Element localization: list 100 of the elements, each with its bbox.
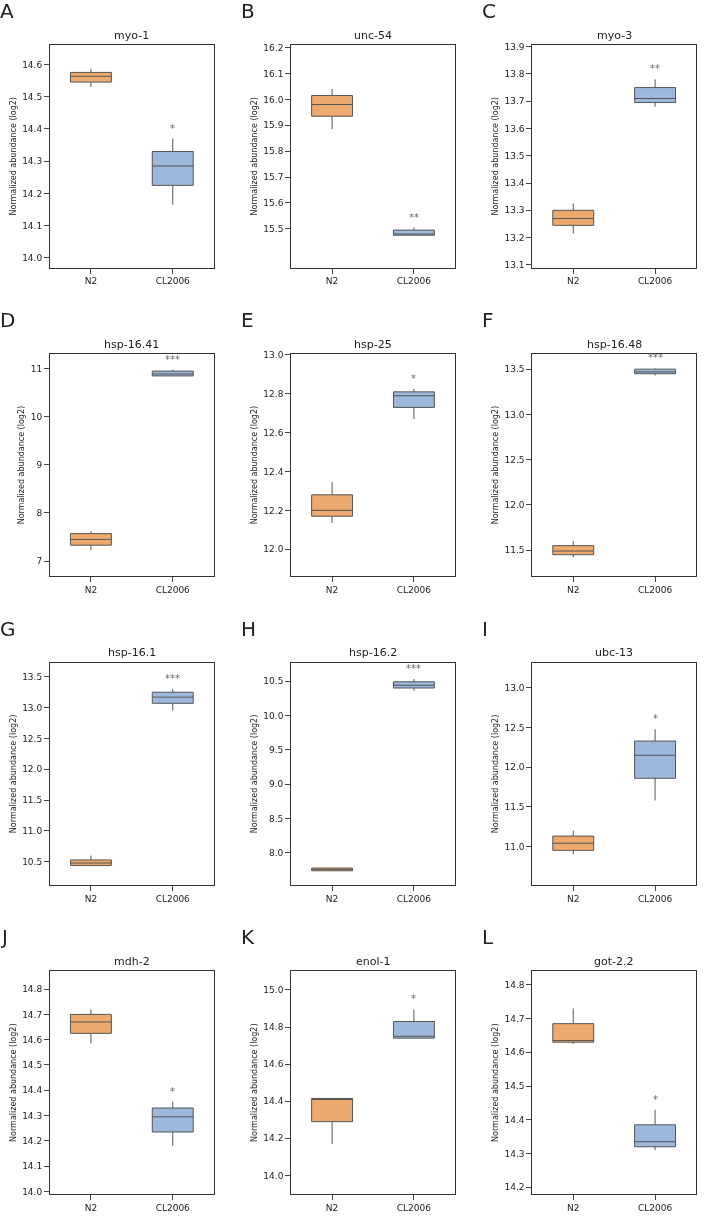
- y-tick-label: 13.2: [504, 232, 525, 243]
- text: D: [0, 308, 16, 332]
- y-axis-title: Normalized abundance (log2): [17, 405, 27, 525]
- x-tick-label: CL2006: [396, 894, 432, 905]
- chart-title: myo-3: [597, 29, 633, 42]
- chart-title: hsp-16.41: [104, 338, 160, 351]
- y-tick-label: 12.5: [504, 454, 525, 465]
- x-tick-label: CL2006: [637, 585, 673, 596]
- chart-title: myo-1: [114, 29, 150, 42]
- y-tick-label: 14.2: [263, 1133, 284, 1144]
- y-tick-label: 14.0: [22, 1186, 43, 1197]
- x-tick-label: CL2006: [637, 276, 673, 287]
- annotation: ***: [165, 673, 180, 684]
- y-tick-label: 11.5: [504, 545, 525, 556]
- y-tick-label: 13.4: [504, 178, 525, 189]
- y-axis-title: Normalized abundance (log2): [8, 714, 18, 834]
- annotation: ***: [406, 663, 421, 674]
- y-axis-title: Normalized abundance (log2): [8, 97, 18, 216]
- annotation: *: [170, 123, 175, 134]
- chart-title: mdh-2: [114, 955, 150, 968]
- y-tick-label: 14.3: [22, 1110, 43, 1121]
- y-tick-label: 14.8: [263, 1022, 284, 1033]
- y-tick-label: 14.8: [504, 980, 525, 991]
- y-tick-label: 12.0: [22, 764, 43, 775]
- text: L: [482, 925, 494, 949]
- text: H: [241, 617, 257, 641]
- y-tick-label: 12.5: [22, 733, 43, 744]
- y-tick-label: 13.1: [504, 260, 525, 271]
- x-tick-label: CL2006: [396, 585, 432, 596]
- text: J: [0, 925, 8, 949]
- x-tick-label: N2: [325, 1202, 339, 1213]
- y-axis-title: Normalized abundance (log2): [491, 714, 501, 834]
- y-tick-label: 14.3: [22, 156, 43, 167]
- chart-title: ubc-13: [595, 646, 633, 659]
- y-tick-label: 14.6: [504, 1047, 525, 1058]
- y-tick-label: 13.5: [504, 364, 525, 375]
- annotation: **: [409, 212, 419, 223]
- y-tick-label: 13.6: [504, 123, 525, 134]
- x-tick-label: N2: [567, 585, 580, 596]
- y-tick-label: 10.5: [263, 676, 284, 687]
- y-axis-title: Normalized abundance (log2): [250, 1023, 260, 1142]
- y-tick-label: 11.5: [22, 795, 43, 806]
- text: A: [0, 0, 14, 23]
- x-tick-label: CL2006: [155, 894, 191, 905]
- y-tick-label: 14.2: [22, 188, 43, 199]
- y-tick-label: 14.6: [22, 1034, 43, 1045]
- x-tick-label: CL2006: [155, 585, 191, 596]
- y-axis-title: Normalized abundance (log2): [491, 405, 501, 525]
- annotation: *: [411, 373, 416, 384]
- y-tick-label: 8.0: [269, 848, 284, 859]
- y-tick-label: 9: [36, 460, 43, 471]
- y-tick-label: 16.2: [263, 42, 284, 53]
- chart-title: got-2.2: [594, 955, 634, 968]
- chart-title: unc-54: [354, 29, 392, 42]
- annotation: *: [170, 1086, 175, 1097]
- y-axis-title: Normalized abundance (log2): [8, 1023, 18, 1142]
- y-tick-label: 12.5: [504, 722, 525, 733]
- annotation: *: [653, 713, 658, 724]
- y-tick-label: 13.5: [504, 150, 525, 161]
- y-tick-label: 12.4: [263, 466, 284, 477]
- y-axis-title: Normalized abundance (log2): [250, 714, 260, 834]
- y-tick-label: 12.0: [263, 544, 284, 555]
- y-tick-label: 10.5: [22, 856, 43, 867]
- y-tick-label: 8.5: [269, 813, 284, 824]
- x-tick-label: CL2006: [155, 276, 191, 287]
- y-axis-title: Normalized abundance (log2): [250, 97, 260, 216]
- annotation: *: [411, 993, 416, 1004]
- y-tick-label: 16.0: [263, 94, 284, 105]
- y-tick-label: 14.8: [22, 984, 43, 995]
- y-tick-label: 13.3: [504, 205, 525, 216]
- y-tick-label: 11.5: [504, 801, 525, 812]
- y-tick-label: 13.0: [504, 409, 525, 420]
- y-tick-label: 15.9: [263, 120, 284, 131]
- y-tick-label: 12.0: [504, 500, 525, 511]
- y-tick-label: 13.0: [263, 350, 284, 361]
- chart-title: hsp-16.2: [349, 646, 398, 659]
- y-tick-label: 14.1: [22, 1161, 43, 1172]
- x-tick-label: CL2006: [637, 1202, 673, 1213]
- x-tick-label: CL2006: [637, 894, 673, 905]
- y-axis-title: Normalized abundance (log2): [250, 405, 260, 525]
- x-tick-label: CL2006: [396, 1202, 432, 1213]
- chart-title: enol-1: [356, 955, 391, 968]
- y-tick-label: 14.7: [22, 1009, 43, 1020]
- y-tick-label: 14.2: [22, 1136, 43, 1147]
- y-axis-title: Normalized abundance (log2): [491, 97, 501, 216]
- annotation: ***: [648, 352, 663, 363]
- y-tick-label: 10.0: [263, 710, 284, 721]
- x-tick-label: N2: [84, 585, 98, 596]
- y-tick-label: 11: [30, 363, 43, 374]
- y-tick-label: 15.0: [263, 985, 284, 996]
- y-tick-label: 14.3: [504, 1148, 525, 1159]
- x-tick-label: N2: [84, 894, 98, 905]
- y-tick-label: 13.5: [22, 671, 43, 682]
- y-tick-label: 9.5: [269, 745, 284, 755]
- x-tick-label: N2: [567, 1202, 580, 1213]
- y-tick-label: 14.0: [22, 253, 43, 264]
- annotation: *: [653, 1094, 658, 1105]
- y-tick-label: 12.8: [263, 388, 284, 399]
- y-axis-title: Normalized abundance (log2): [491, 1023, 501, 1142]
- y-tick-label: 14.5: [22, 1060, 43, 1071]
